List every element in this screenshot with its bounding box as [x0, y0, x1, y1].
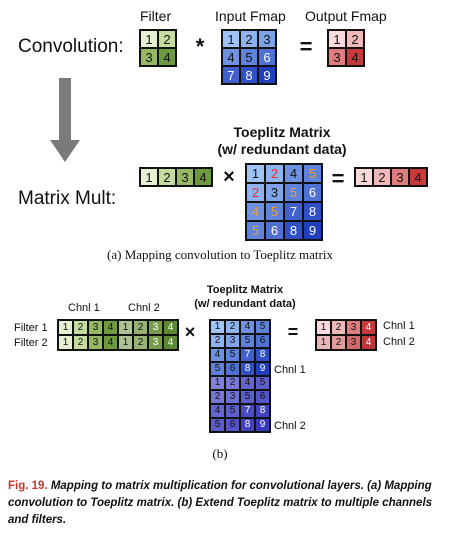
input-fmap-label: Input Fmap — [215, 8, 286, 24]
filter-b-cell: 2 — [133, 320, 148, 335]
toeplitz-cell: 5 — [284, 183, 303, 202]
filter2-label: Filter 2 — [14, 337, 48, 349]
toeplitz-b-cell: 4 — [240, 376, 255, 390]
down-arrow-icon — [50, 78, 80, 162]
convolution-operator: * — [195, 34, 205, 59]
input-cell: 6 — [258, 48, 276, 66]
toeplitz-b-cell: 6 — [225, 418, 240, 432]
figure-caption: Fig. 19. Mapping to matrix multiplicatio… — [8, 478, 448, 529]
figure-number: Fig. 19. — [8, 480, 48, 492]
filter-cell-frame — [139, 29, 177, 67]
chnl1-top-label: Chnl 1 — [68, 302, 100, 314]
toeplitz-b-cell: 3 — [225, 390, 240, 404]
out-chnl1-label: Chnl 1 — [383, 320, 415, 332]
toeplitz-b-cell: 5 — [255, 376, 270, 390]
toeplitz-b-cell: 3 — [225, 334, 240, 348]
out-chnl2-label: Chnl 2 — [383, 336, 415, 348]
toeplitz-cell: 5 — [265, 202, 284, 221]
toeplitz-cell: 7 — [284, 202, 303, 221]
toeplitz-cell: 3 — [265, 183, 284, 202]
output-b-cell-frame — [315, 319, 377, 351]
equals-operator-b: = — [287, 322, 299, 342]
toeplitz-b-cell: 2 — [225, 376, 240, 390]
caption-b: (b) — [212, 446, 228, 461]
toeplitz-subtitle-b: (w/ redundant data) — [194, 298, 296, 310]
toeplitz-b-cell: 6 — [225, 362, 240, 376]
toeplitz-b-cell: 1 — [210, 376, 225, 390]
toeplitz-b-cell: 7 — [240, 404, 255, 418]
times-operator-b: × — [184, 322, 196, 342]
toeplitz-title-b: Toeplitz Matrix — [206, 284, 284, 296]
toeplitz-b-cell: 8 — [240, 418, 255, 432]
toeplitz-cell-frame — [245, 163, 323, 241]
toeplitz-subtitle-a: (w/ redundant data) — [217, 141, 347, 157]
toeplitz-b-cell: 5 — [225, 348, 240, 362]
toeplitz-cell: 2 — [265, 164, 284, 183]
chnl1-side-label: Chnl 1 — [274, 364, 306, 376]
times-operator: × — [223, 166, 235, 188]
output-row-cell-frame — [354, 167, 428, 187]
output-fmap-label: Output Fmap — [305, 8, 387, 24]
toeplitz-b-cell: 7 — [240, 348, 255, 362]
toeplitz-b-cell: 5 — [240, 334, 255, 348]
filter1-label: Filter 1 — [14, 322, 48, 334]
chnl2-side-label: Chnl 2 — [274, 420, 306, 432]
input-cell-frame — [221, 29, 277, 85]
output-b-cell: 3 — [346, 335, 361, 350]
caption-a: (a) Mapping convolution to Toeplitz matr… — [107, 247, 333, 262]
filter-b-cell-frame — [57, 319, 179, 351]
toeplitz-b-cell: 5 — [240, 390, 255, 404]
toeplitz-b-cell: 2 — [225, 320, 240, 334]
matrix-mult-label: Matrix Mult: — [18, 188, 117, 209]
equals-operator: = — [299, 34, 313, 59]
toeplitz-b-cell-frame — [209, 319, 271, 433]
filter-row-cell-frame — [139, 167, 213, 187]
filter-b-cell: 3 — [88, 335, 103, 350]
equals-operator-2: = — [331, 166, 345, 191]
toeplitz-b-cell: 5 — [225, 404, 240, 418]
toeplitz-title-a: Toeplitz Matrix — [233, 124, 331, 140]
filter-label: Filter — [140, 8, 172, 24]
toeplitz-b-cell: 8 — [240, 362, 255, 376]
input-cell: 5 — [240, 48, 258, 66]
convolution-label: Convolution: — [18, 36, 124, 57]
output-cell-frame — [327, 29, 365, 67]
figure-caption-text: Mapping to matrix multiplication for con… — [8, 480, 433, 526]
chnl2-top-label: Chnl 2 — [128, 302, 160, 314]
